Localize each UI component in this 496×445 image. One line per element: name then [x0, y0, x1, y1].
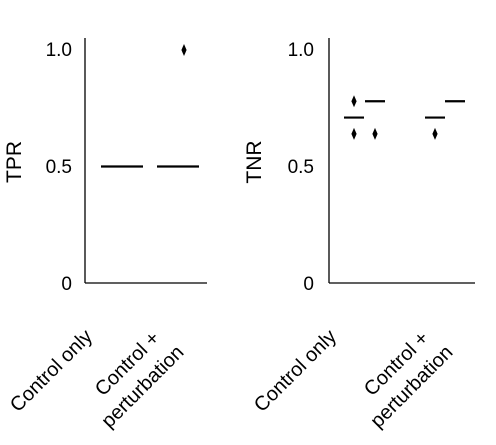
tnr-outlier-point	[351, 95, 357, 108]
tnr-marks	[344, 95, 465, 140]
tpr-y-label: TPR	[3, 141, 26, 183]
tnr-category-control-only: Control only	[250, 326, 341, 417]
tpr-category-control-perturbation: Control +perturbation	[78, 322, 188, 432]
panel-tnr: TNR 1.0 0.5 0 Control only Control +pert…	[243, 38, 475, 432]
tpr-ytick-0: 0	[61, 274, 72, 295]
tnr-ytick-05: 0.5	[288, 157, 314, 178]
tnr-ytick-1: 1.0	[288, 40, 314, 61]
tnr-category-control-perturbation: Control +perturbation	[347, 322, 457, 432]
tpr-marks	[101, 44, 199, 168]
tpr-ytick-05: 0.5	[46, 157, 72, 178]
panel-tpr: TPR 1.0 0.5 0 Control only Control +pert…	[3, 38, 207, 432]
tpr-ytick-1: 1.0	[46, 40, 72, 61]
tnr-outlier-point	[351, 127, 357, 140]
tnr-y-label: TNR	[243, 140, 266, 183]
tnr-ytick-0: 0	[303, 274, 314, 295]
tpr-category-control-only: Control only	[6, 326, 97, 417]
tnr-outlier-point	[432, 127, 438, 140]
tpr-outlier-point	[181, 44, 187, 56]
tnr-outlier-point	[372, 127, 378, 140]
